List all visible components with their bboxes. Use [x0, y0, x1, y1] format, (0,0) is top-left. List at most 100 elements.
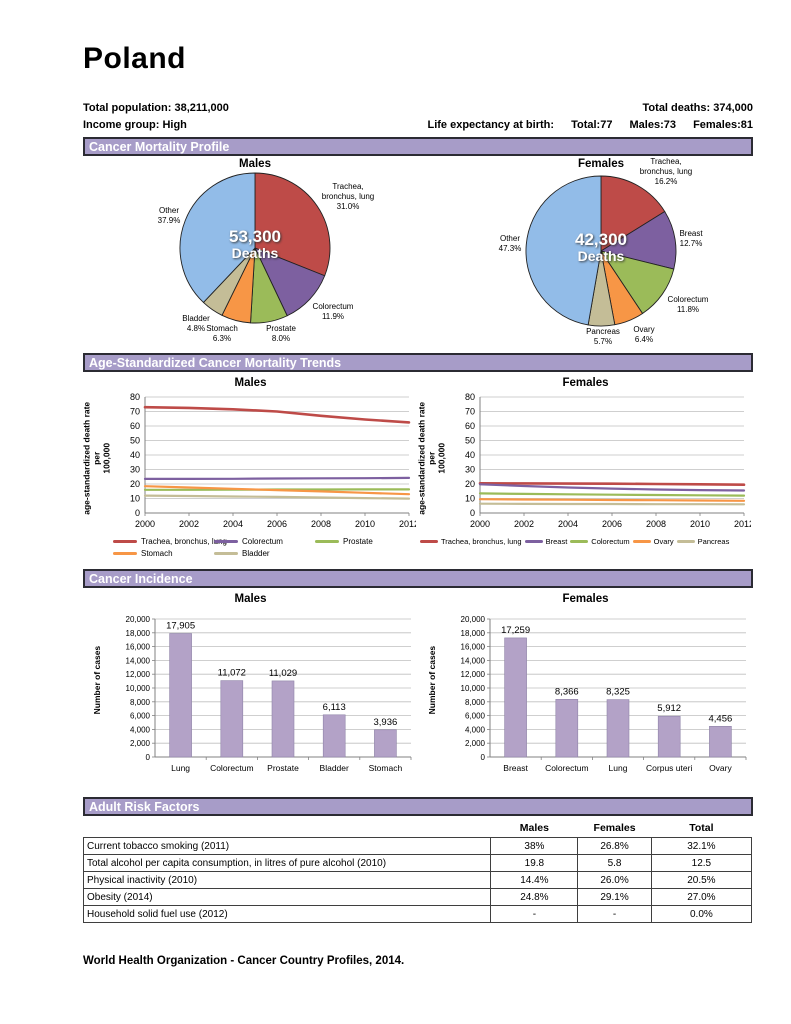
svg-text:10: 10 [465, 494, 475, 504]
page-title: Poland [83, 42, 187, 75]
svg-text:14,000: 14,000 [461, 656, 486, 665]
svg-text:20,000: 20,000 [461, 615, 486, 624]
svg-text:2004: 2004 [223, 519, 243, 529]
svg-text:30: 30 [465, 465, 475, 475]
table-header-row: Males Females Total [84, 820, 752, 838]
trend-line [478, 492, 746, 497]
legend: Trachea, bronchus, lung Breast Colorectum O… [420, 537, 753, 546]
bar-value-label: 3,936 [374, 717, 398, 728]
pie-slice-label: Bladder 4.8% [182, 314, 210, 333]
incidence-chart-males: Males Number of cases 0 2,000 4,000 6,000 8,… [83, 588, 418, 787]
svg-text:2012: 2012 [734, 519, 751, 529]
pie-slice-label: Colorectum 11.9% [312, 302, 354, 321]
pie-slice [254, 172, 331, 277]
category-label: Lung [609, 763, 628, 773]
svg-text:80: 80 [130, 392, 140, 402]
trend-line [478, 482, 746, 486]
svg-text:70: 70 [130, 407, 140, 417]
bar-value-label: 8,366 [555, 686, 579, 697]
bar [322, 714, 346, 758]
category-label: Corpus uteri [646, 763, 692, 773]
bar-value-label: 4,456 [709, 713, 733, 724]
svg-text:2002: 2002 [179, 519, 199, 529]
risk-factor-value: - [490, 905, 579, 923]
pie-chart-males: Males 53,300 Deaths Trachea, bronchus, l… [83, 156, 418, 350]
pie-slice-label: Stomach 6.3% [206, 324, 238, 343]
pie-slice [179, 172, 256, 303]
risk-factor-label: Total alcohol per capita consumption, in… [82, 854, 492, 872]
svg-text:2004: 2004 [558, 519, 578, 529]
svg-text:14,000: 14,000 [126, 656, 151, 665]
trend-males-svg: 0 10 20 30 40 50 60 70 80 2000 2002 2004 2006 2008 201… [130, 392, 416, 529]
y-axis-label: age-standardized death rate per 100,000 [81, 401, 113, 515]
section-header-mortality-profile: Cancer Mortality Profile [83, 137, 753, 156]
category-label: Colorectum [210, 763, 253, 773]
chart-title: Males [234, 377, 267, 389]
risk-factor-value: 38% [490, 837, 579, 855]
pie-slice-label: Prostate 8.0% [266, 324, 296, 343]
bar [606, 699, 630, 758]
incidence-chart-females: Females Number of cases 0 2,000 4,000 6,000… [418, 588, 753, 787]
risk-factor-value: 29.1% [577, 888, 652, 906]
trend-chart-females: Females age-standardized death rate per … [417, 372, 753, 561]
svg-text:2010: 2010 [690, 519, 710, 529]
bar [169, 633, 192, 758]
svg-text:2000: 2000 [470, 519, 490, 529]
svg-text:4,000: 4,000 [465, 725, 486, 734]
bar [220, 680, 244, 758]
risk-factor-label: Physical inactivity (2010) [82, 871, 492, 889]
category-label: Prostate [267, 763, 299, 773]
chart-title: Females [562, 377, 609, 389]
risk-factor-value: 26.0% [577, 871, 652, 889]
bar-value-label: 11,072 [218, 668, 246, 679]
legend-item: Pancreas [676, 537, 730, 546]
svg-text:6,000: 6,000 [465, 712, 486, 721]
risk-factor-value: 12.5 [650, 854, 753, 872]
summary-stats: Total population: 38,211,000 Total death… [83, 100, 753, 134]
svg-text:2002: 2002 [514, 519, 534, 529]
table-row: Physical inactivity (2010) 14.4% 26.0% 20.5… [82, 871, 753, 889]
table-row: Current tobacco smoking (2011) 38% 26.8% 32… [82, 837, 753, 855]
chart-title: Males [234, 593, 267, 605]
svg-text:80: 80 [465, 392, 475, 402]
svg-text:40: 40 [465, 450, 475, 460]
legend-label: Bladder [242, 549, 270, 558]
bar-value-label: 17,905 [166, 621, 195, 632]
pie-slice-label: Other 47.3% [498, 234, 522, 253]
column-header-males: Males [519, 822, 549, 834]
chart-title: Females [577, 158, 625, 170]
legend-label: Stomach [141, 549, 173, 558]
svg-text:6,000: 6,000 [130, 712, 151, 721]
risk-factor-label: Household solid fuel use (2012) [82, 905, 492, 923]
legend-item: Trachea, bronchus, lung [113, 537, 227, 546]
bar [657, 715, 681, 758]
legend-label: Trachea, bronchus, lung [441, 537, 522, 546]
legend-item: Stomach [113, 549, 214, 558]
svg-text:10,000: 10,000 [461, 684, 486, 693]
legend-label: Breast [545, 537, 568, 546]
trend-line [143, 494, 411, 500]
legend-item: Prostate [315, 537, 416, 546]
bar-value-label: 5,912 [657, 703, 681, 714]
risk-factor-label: Obesity (2014) [82, 888, 492, 906]
risk-factor-value: - [577, 905, 652, 923]
section-header-risk-factors: Adult Risk Factors [83, 797, 753, 816]
legend-label: Trachea, bronchus, lung [141, 537, 227, 546]
mortality-trends-section: Males age-standardized death rate per 10… [81, 372, 753, 561]
risk-factor-value: 19.8 [490, 854, 579, 872]
legend-label: Colorectum [591, 537, 630, 546]
category-label: Stomach [369, 763, 403, 773]
legend-label: Pancreas [697, 537, 730, 546]
bar-value-label: 17,259 [501, 625, 530, 636]
svg-text:60: 60 [130, 421, 140, 431]
risk-factor-value: 24.8% [490, 888, 579, 906]
svg-text:30: 30 [130, 465, 140, 475]
section-header-incidence: Cancer Incidence [83, 569, 753, 588]
category-label: Bladder [320, 763, 349, 773]
risk-factor-label: Current tobacco smoking (2011) [82, 837, 492, 855]
pie-females-svg [525, 175, 677, 327]
trend-females-svg: 0 10 20 30 40 50 60 70 80 2000 2002 2004 2006 2008 201… [465, 392, 751, 529]
risk-factor-value: 26.8% [577, 837, 652, 855]
total-deaths: Total deaths: 374,000 [642, 102, 753, 114]
